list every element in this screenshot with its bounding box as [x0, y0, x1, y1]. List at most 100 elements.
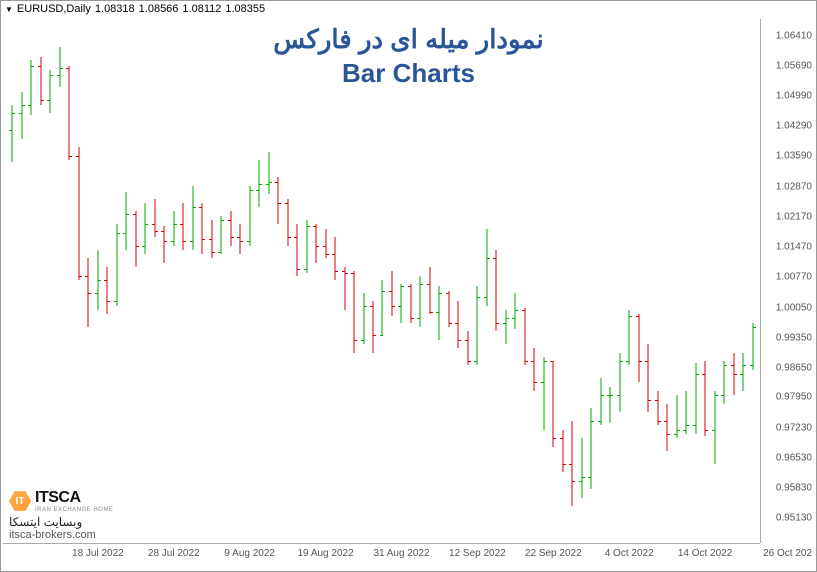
ticker-high: 1.08566 [139, 3, 179, 15]
ohlc-bar[interactable] [482, 19, 491, 545]
ohlc-bar[interactable] [103, 19, 112, 545]
price-tick: 1.01470 [776, 241, 812, 252]
ohlc-bar[interactable] [131, 19, 140, 545]
timeframe-dropdown[interactable]: ▼ [5, 5, 13, 14]
ohlc-bar[interactable] [27, 19, 36, 545]
ohlc-bar[interactable] [662, 19, 671, 545]
date-tick-last: 26 Oct 202 [763, 548, 812, 559]
ohlc-bar[interactable] [141, 19, 150, 545]
ohlc-bar[interactable] [473, 19, 482, 545]
ohlc-bar[interactable] [36, 19, 45, 545]
price-tick: 0.99350 [776, 332, 812, 343]
ohlc-bar[interactable] [197, 19, 206, 545]
ohlc-bar[interactable] [586, 19, 595, 545]
ohlc-bar[interactable] [359, 19, 368, 545]
ohlc-bar[interactable] [530, 19, 539, 545]
ohlc-bar[interactable] [710, 19, 719, 545]
ohlc-bar[interactable] [387, 19, 396, 545]
logo-site-fa: وبسایت ایتسکا [9, 515, 113, 529]
ohlc-bar[interactable] [463, 19, 472, 545]
ohlc-bar[interactable] [378, 19, 387, 545]
ohlc-bar[interactable] [169, 19, 178, 545]
ohlc-bar[interactable] [729, 19, 738, 545]
ohlc-bar[interactable] [700, 19, 709, 545]
ohlc-bar[interactable] [719, 19, 728, 545]
ohlc-bar[interactable] [681, 19, 690, 545]
ohlc-bar[interactable] [634, 19, 643, 545]
date-tick: 28 Jul 2022 [148, 548, 200, 559]
ohlc-bar[interactable] [454, 19, 463, 545]
ohlc-bar[interactable] [539, 19, 548, 545]
ohlc-bar[interactable] [416, 19, 425, 545]
ohlc-bar[interactable] [273, 19, 282, 545]
date-tick: 18 Jul 2022 [72, 548, 124, 559]
price-tick: 1.04290 [776, 121, 812, 132]
price-tick: 1.05690 [776, 61, 812, 72]
date-tick: 4 Oct 2022 [605, 548, 654, 559]
date-tick: 14 Oct 2022 [678, 548, 732, 559]
ohlc-bar[interactable] [624, 19, 633, 545]
ohlc-bar[interactable] [738, 19, 747, 545]
ohlc-bar[interactable] [112, 19, 121, 545]
logo-site-url: itsca-brokers.com [9, 529, 113, 541]
watermark-logo: IT ITSCA IRAN EXCHANGE HOME وبسایت ایتسک… [9, 489, 113, 541]
ohlc-bar[interactable] [748, 19, 757, 545]
ohlc-bar[interactable] [245, 19, 254, 545]
ohlc-bar[interactable] [577, 19, 586, 545]
ohlc-bar[interactable] [330, 19, 339, 545]
ohlc-bar[interactable] [254, 19, 263, 545]
ohlc-bar[interactable] [691, 19, 700, 545]
ohlc-bar[interactable] [235, 19, 244, 545]
ohlc-bar[interactable] [179, 19, 188, 545]
ohlc-bar[interactable] [84, 19, 93, 545]
ohlc-bar[interactable] [368, 19, 377, 545]
ohlc-bar[interactable] [444, 19, 453, 545]
ohlc-bar[interactable] [283, 19, 292, 545]
price-tick: 0.95830 [776, 483, 812, 494]
ohlc-bar[interactable] [672, 19, 681, 545]
ohlc-bar[interactable] [425, 19, 434, 545]
ohlc-bar[interactable] [435, 19, 444, 545]
ohlc-bar[interactable] [216, 19, 225, 545]
ohlc-bar[interactable] [397, 19, 406, 545]
ohlc-bar[interactable] [605, 19, 614, 545]
ohlc-bar[interactable] [302, 19, 311, 545]
ohlc-bar[interactable] [65, 19, 74, 545]
ticker-close: 1.08355 [225, 3, 265, 15]
chart-plot-area[interactable] [3, 19, 760, 543]
price-tick: 1.00050 [776, 302, 812, 313]
ohlc-bar[interactable] [558, 19, 567, 545]
ohlc-bar[interactable] [321, 19, 330, 545]
ohlc-bar[interactable] [226, 19, 235, 545]
ohlc-bar[interactable] [55, 19, 64, 545]
ohlc-bar[interactable] [596, 19, 605, 545]
ohlc-bar[interactable] [160, 19, 169, 545]
ohlc-bar[interactable] [340, 19, 349, 545]
ohlc-bar[interactable] [264, 19, 273, 545]
ohlc-bar[interactable] [549, 19, 558, 545]
ohlc-bar[interactable] [492, 19, 501, 545]
ohlc-bar[interactable] [568, 19, 577, 545]
ohlc-bar[interactable] [74, 19, 83, 545]
ohlc-bar[interactable] [188, 19, 197, 545]
ohlc-bar[interactable] [511, 19, 520, 545]
ohlc-bar[interactable] [207, 19, 216, 545]
ohlc-bar[interactable] [8, 19, 17, 545]
ohlc-bar[interactable] [46, 19, 55, 545]
ohlc-bar[interactable] [520, 19, 529, 545]
ohlc-bar[interactable] [150, 19, 159, 545]
ohlc-bar[interactable] [406, 19, 415, 545]
price-tick: 0.98650 [776, 362, 812, 373]
ohlc-bar[interactable] [292, 19, 301, 545]
ohlc-bar[interactable] [93, 19, 102, 545]
ohlc-bar[interactable] [615, 19, 624, 545]
ohlc-bar[interactable] [311, 19, 320, 545]
ohlc-bar[interactable] [349, 19, 358, 545]
price-tick: 0.95130 [776, 513, 812, 524]
ohlc-bar[interactable] [17, 19, 26, 545]
ohlc-bar[interactable] [653, 19, 662, 545]
time-axis: 18 Jul 202228 Jul 20229 Aug 202219 Aug 2… [3, 543, 760, 571]
ohlc-bar[interactable] [501, 19, 510, 545]
ohlc-bar[interactable] [122, 19, 131, 545]
ohlc-bar[interactable] [643, 19, 652, 545]
